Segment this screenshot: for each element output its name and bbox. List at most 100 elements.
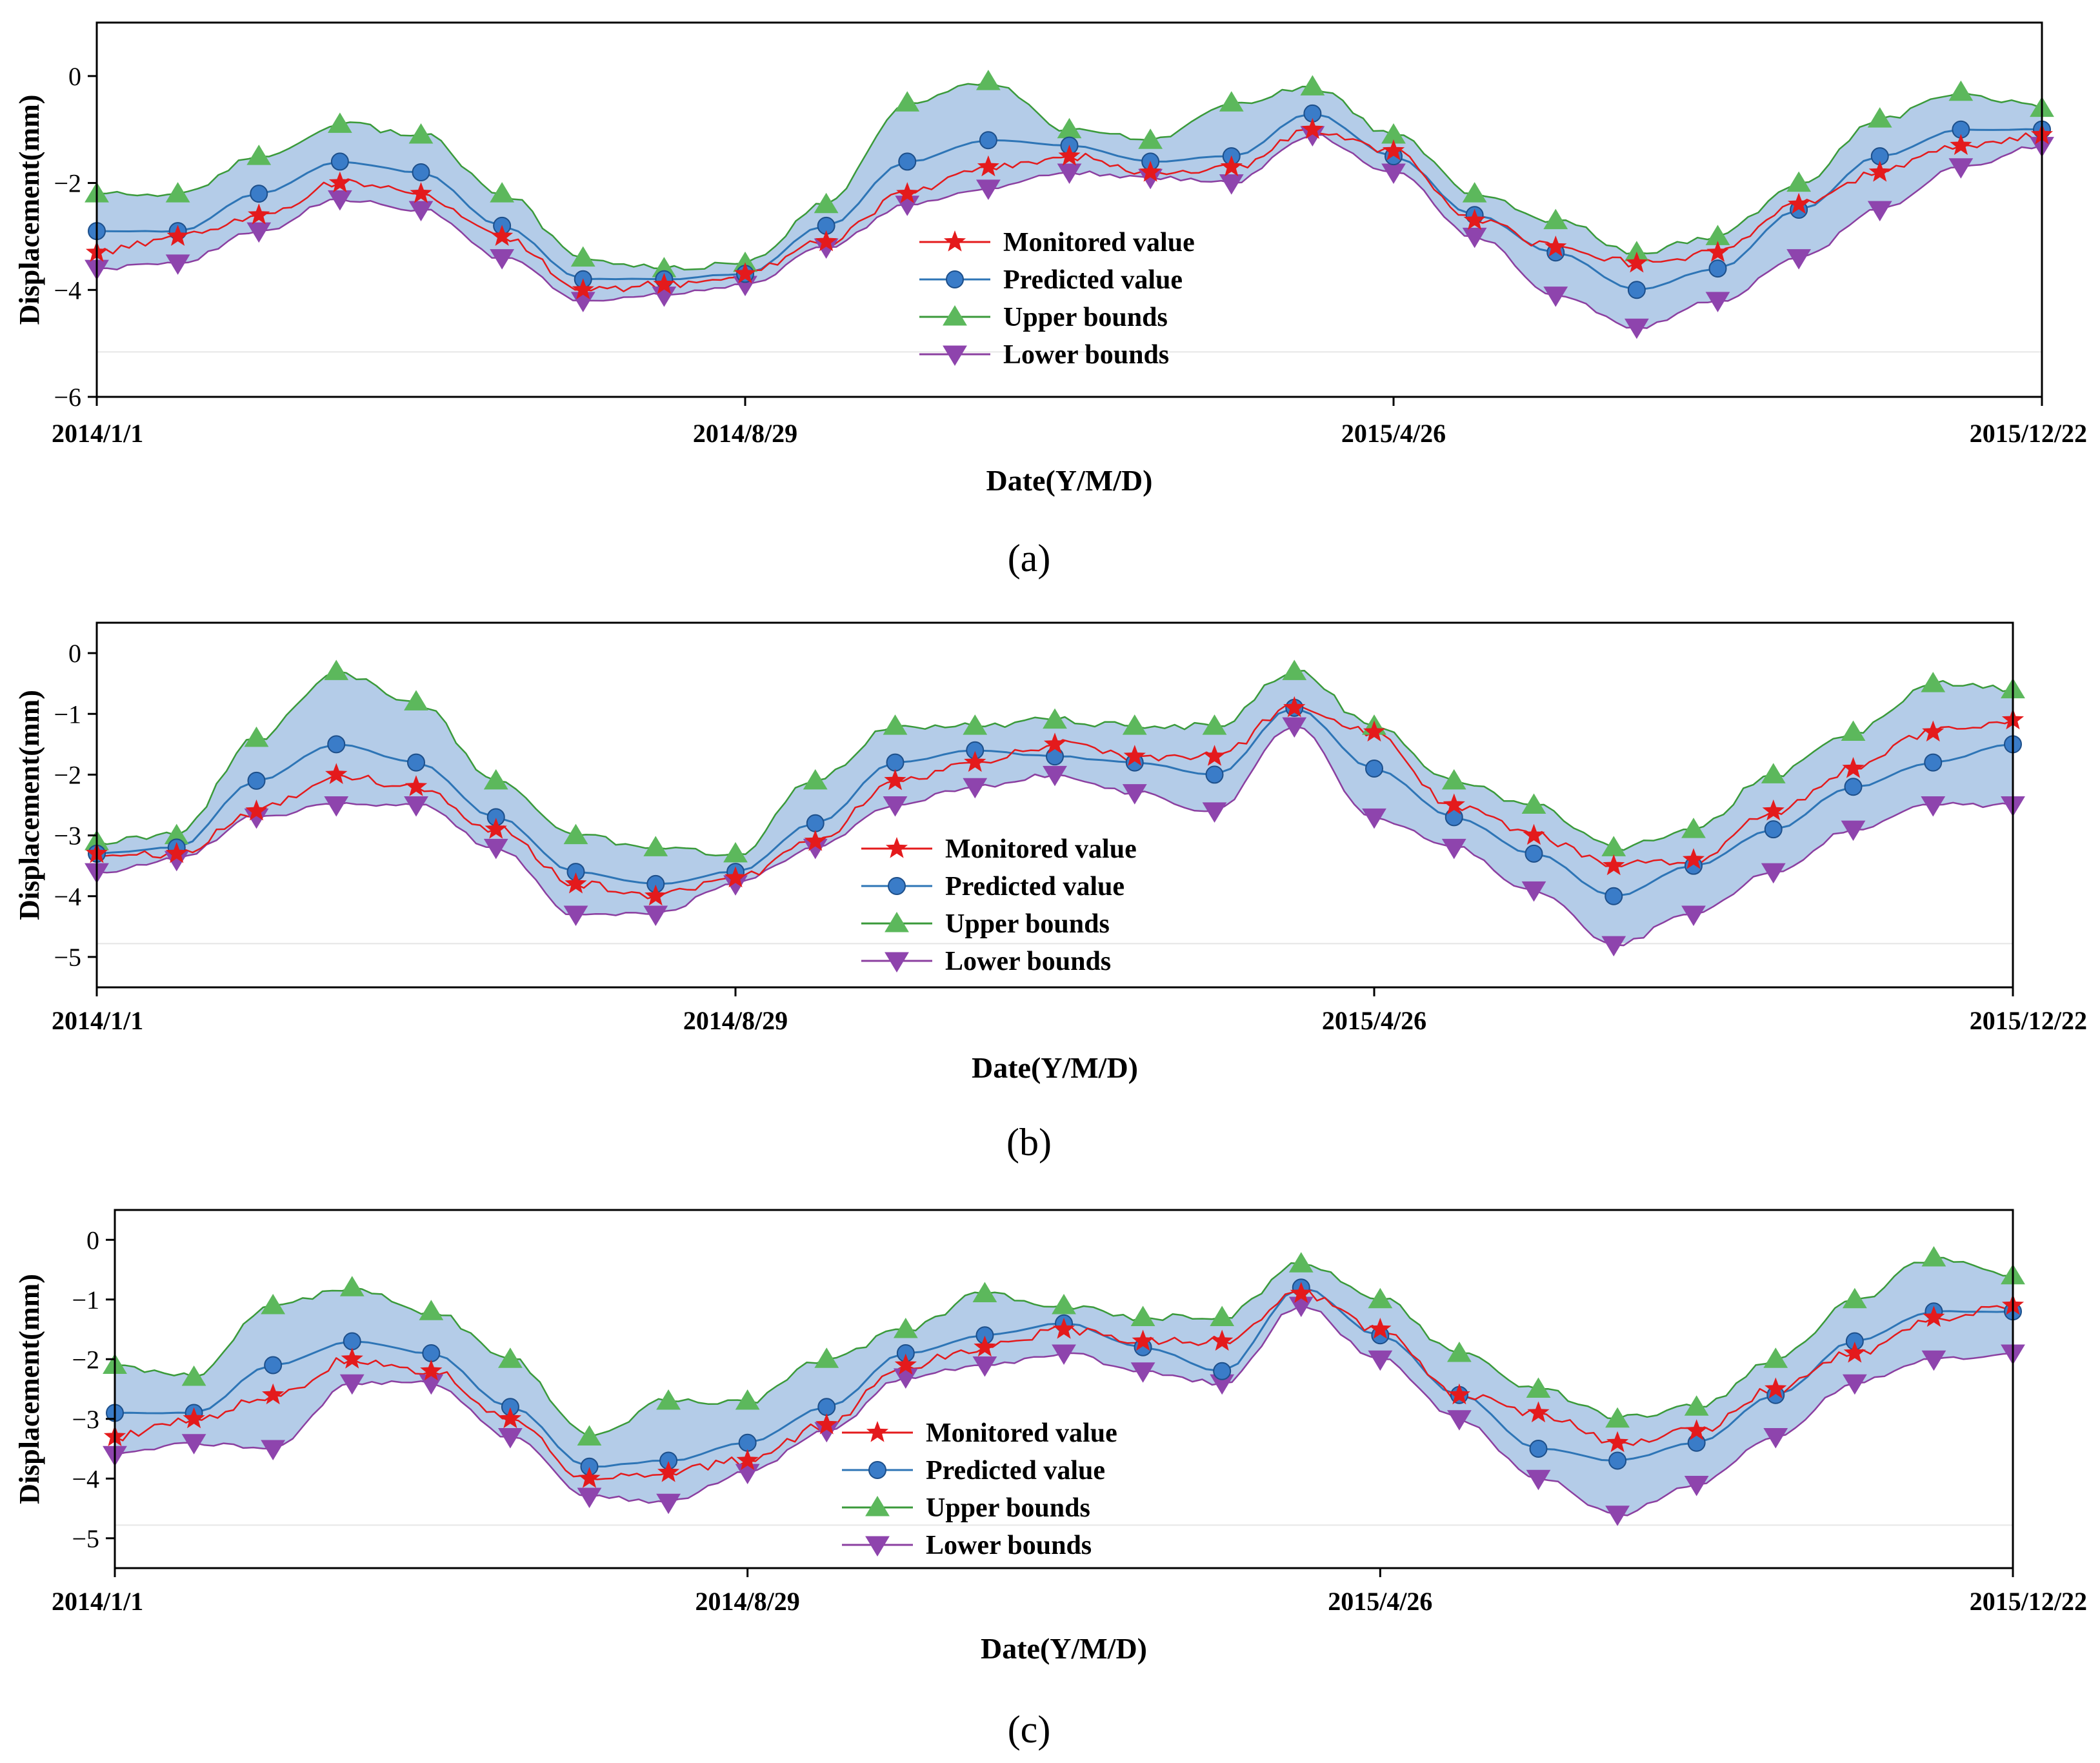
upper-bounds-point [1447,1342,1472,1362]
upper-bounds-point [1601,836,1626,856]
upper-bounds-point [563,823,588,845]
monitored-value-point [645,884,667,906]
monitored-value-point [328,171,351,193]
upper-bounds-point [895,91,920,112]
lower-bounds-point [1543,287,1568,307]
upper-bounds-point [1130,1305,1155,1326]
upper-bounds-point [246,145,272,165]
monitored-value-point [262,1383,285,1405]
legend-label: Predicted value [945,872,1125,902]
upper-bounds-point [1681,818,1706,838]
upper-bounds-point [1624,241,1649,261]
lower-bounds-point [563,905,588,926]
upper-bounds-point [577,1425,602,1446]
monitored-value-point [1545,236,1567,257]
monitored-value-point [1922,720,1945,742]
legend-label: Upper bounds [945,909,1110,939]
legend-label: Upper bounds [1003,303,1168,332]
monitored-value-point [1682,848,1705,869]
x-tick-label: 2014/8/29 [683,1006,788,1035]
y-axis-label: Displacement(mm) [14,1274,45,1504]
lower-bounds-point [1601,936,1626,957]
x-tick-label: 2015/12/22 [1970,1587,2087,1616]
legend-star-icon [943,230,966,252]
upper-bounds-point [1368,1287,1393,1309]
legend-label: Predicted value [1003,265,1183,295]
upper-bounds-point [1441,769,1466,790]
lower-bounds-point [483,838,508,860]
upper-bounds-point [723,841,748,863]
upper-bounds-point [1921,672,1946,692]
monitored-value-point [166,225,189,246]
x-tick-label: 2014/8/29 [695,1587,800,1616]
monitored-value-point [736,1449,759,1471]
upper-bounds-point [244,726,269,747]
upper-bounds-point [893,1318,918,1338]
lower-bounds-point [1362,808,1386,829]
monitored-value-point [1290,1282,1312,1304]
lower-bounds-point [1219,174,1244,195]
upper-bounds-point [643,836,668,856]
upper-bounds-point [1122,714,1147,735]
lower-bounds-point [1381,163,1406,184]
upper-bounds-point [1842,1287,1867,1309]
lower-bounds-point [975,179,1001,200]
legend-circle-icon [868,1461,886,1479]
y-tick-label: −4 [54,276,81,305]
upper-bounds-point [1761,763,1786,783]
upper-bounds-point [165,182,190,203]
legend-triangle-down-icon [943,345,967,366]
lower-bounds-point [261,1440,286,1460]
panel-c-caption: (c) [1008,1708,1051,1751]
x-axis-label: Date(Y/M/D) [972,1051,1138,1084]
upper-bounds-point [419,1300,444,1320]
lower-bounds-point [1368,1350,1393,1371]
y-tick-label: 0 [86,1225,99,1254]
predicted-value-point [1213,1362,1232,1380]
monitored-value-point [1625,251,1648,273]
predicted-value-point [1708,259,1727,278]
lower-bounds-point [1526,1469,1551,1491]
predicted-value-point [898,152,917,171]
legend-label: Lower bounds [926,1531,1092,1560]
upper-bounds-point [1948,80,1974,101]
x-tick-label: 2014/1/1 [52,1587,143,1616]
lower-bounds-point [972,1356,997,1377]
lower-bounds-point [1624,318,1649,339]
upper-bounds-point [975,70,1001,90]
legend-star-icon [885,837,908,858]
upper-bounds-point [1043,708,1067,729]
upper-bounds-point [483,769,508,790]
monitored-value-point [1685,1419,1708,1440]
monitored-value-point [1923,1305,1945,1327]
monitored-value-point [964,751,986,772]
y-tick-label: −4 [72,1464,99,1493]
plot-frame [95,621,2014,989]
lower-bounds-point [1122,784,1147,805]
predicted-value-point [979,131,997,150]
y-axis-label: Displacement(mm) [14,95,45,325]
upper-bounds-point [261,1294,286,1315]
upper-bounds-point [803,769,828,790]
upper-bounds-point [1786,171,1812,192]
monitored-value-point [485,818,507,839]
upper-bounds-point [883,714,908,735]
upper-bounds-point [963,714,988,735]
lower-bounds-point [814,1422,839,1443]
upper-bounds-point [1288,1252,1314,1273]
predicted-value-point [886,753,905,772]
y-tick-label: −6 [54,383,81,412]
lower-bounds-point [1681,905,1706,926]
y-tick-label: −3 [54,821,81,851]
upper-bounds-point [1138,128,1163,149]
lower-bounds-point [1761,863,1786,884]
lower-bounds-point [1921,796,1946,817]
legend-label: Monitored value [1003,228,1195,257]
monitored-value-point [572,278,594,299]
upper-bounds-point [1202,714,1227,735]
legend: Monitored value Predicted value Upper boun… [919,228,1195,370]
panel-b: (b) 0 −1 −2 −3 −4 −5 2014/1/1 2014/8/29 2015/4/2… [14,621,2087,1164]
lower-bounds-point [1130,1362,1155,1383]
lower-bounds-point [164,851,189,872]
predicted-value-point [1844,778,1863,796]
